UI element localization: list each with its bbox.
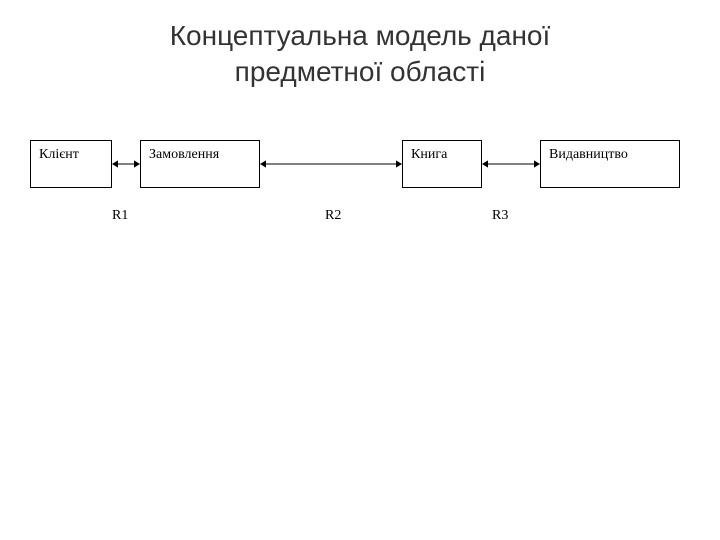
entity-box: Книга xyxy=(402,140,482,188)
page-title: Концептуальна модель даної предметної об… xyxy=(0,0,720,91)
relationship-arrow xyxy=(260,154,402,174)
entity-box: Видавництво xyxy=(540,140,680,188)
entity-box: Замовлення xyxy=(140,140,260,188)
relationship-arrow xyxy=(112,154,140,174)
relationship-arrow xyxy=(482,154,540,174)
relationship-label: R3 xyxy=(492,208,508,224)
title-line-1: Концептуальна модель даної xyxy=(170,20,551,51)
relationship-label: R2 xyxy=(325,208,341,224)
er-diagram: Клієнт Замовлення Книга Видавництво R1 R2 R3 xyxy=(0,130,720,270)
entity-box: Клієнт xyxy=(30,140,112,188)
title-line-2: предметної області xyxy=(235,56,486,87)
relationship-label: R1 xyxy=(112,208,128,224)
